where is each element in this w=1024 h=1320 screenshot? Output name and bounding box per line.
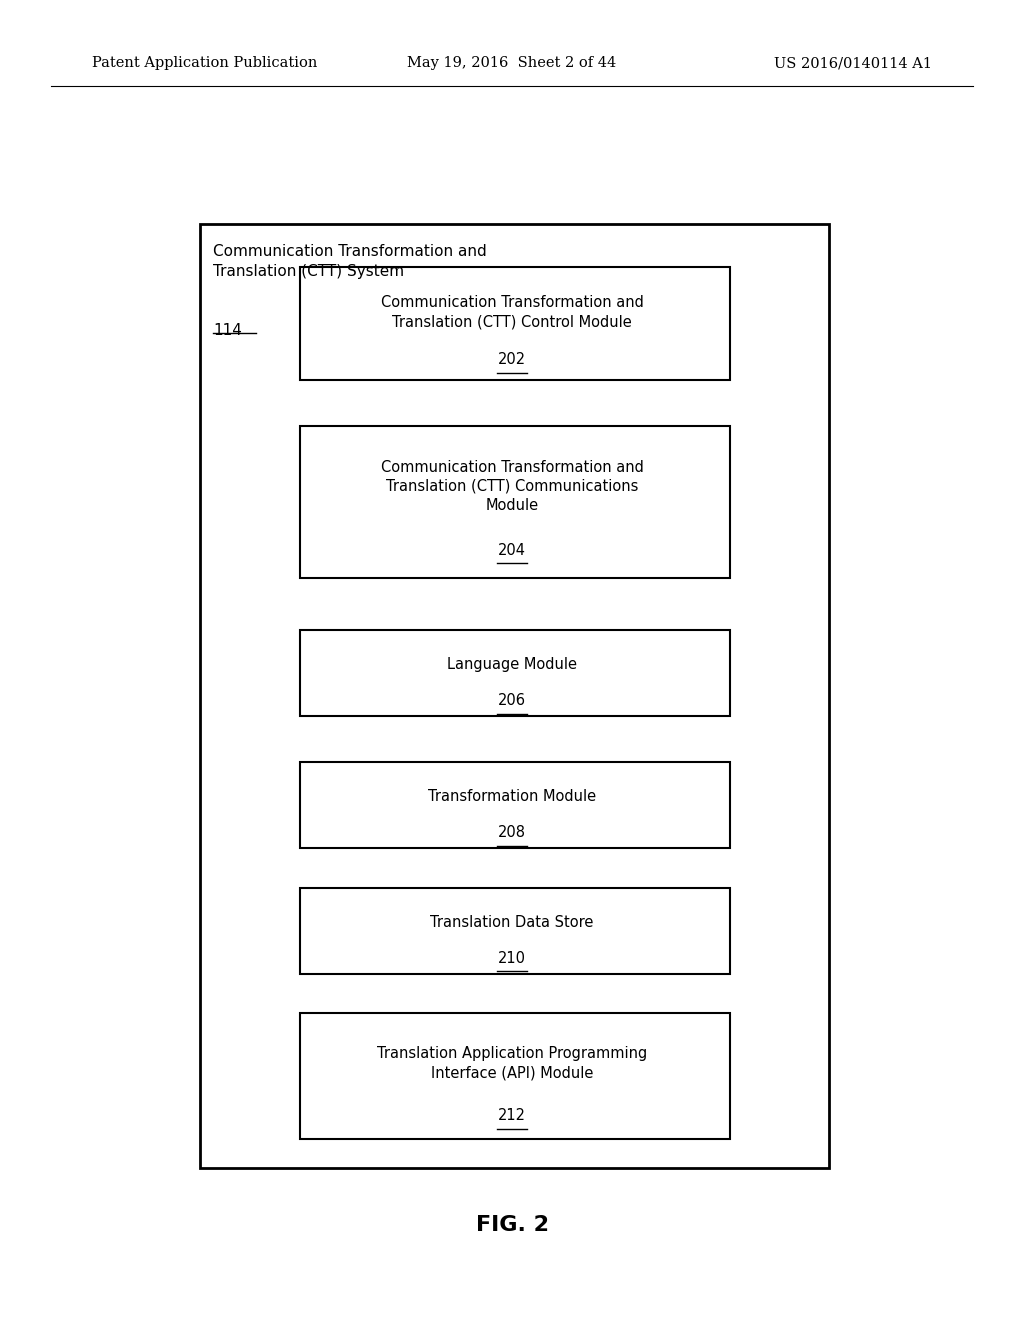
Text: 208: 208 (498, 825, 526, 840)
Text: 210: 210 (498, 950, 526, 965)
Text: Communication Transformation and
Translation (CTT) Control Module: Communication Transformation and Transla… (381, 296, 643, 329)
Text: Communication Transformation and
Translation (CTT) System: Communication Transformation and Transla… (213, 244, 486, 279)
Bar (299, 888, 729, 974)
Bar (299, 1014, 729, 1138)
Text: Translation Data Store: Translation Data Store (430, 915, 594, 929)
Bar (200, 224, 829, 1168)
Text: Translation Application Programming
Interface (API) Module: Translation Application Programming Inte… (377, 1047, 647, 1080)
Text: FIG. 2: FIG. 2 (475, 1214, 549, 1236)
Bar (299, 425, 729, 578)
Text: 114: 114 (213, 323, 242, 338)
Text: Language Module: Language Module (447, 657, 577, 672)
Text: Communication Transformation and
Translation (CTT) Communications
Module: Communication Transformation and Transla… (381, 459, 643, 513)
Text: US 2016/0140114 A1: US 2016/0140114 A1 (774, 57, 932, 70)
Text: Patent Application Publication: Patent Application Publication (92, 57, 317, 70)
Text: 206: 206 (498, 693, 526, 708)
Bar (299, 631, 729, 715)
Text: 204: 204 (498, 543, 526, 557)
Bar (299, 762, 729, 847)
Text: Transformation Module: Transformation Module (428, 789, 596, 804)
Text: May 19, 2016  Sheet 2 of 44: May 19, 2016 Sheet 2 of 44 (408, 57, 616, 70)
Text: 212: 212 (498, 1109, 526, 1123)
Text: 202: 202 (498, 352, 526, 367)
Bar (299, 267, 729, 380)
